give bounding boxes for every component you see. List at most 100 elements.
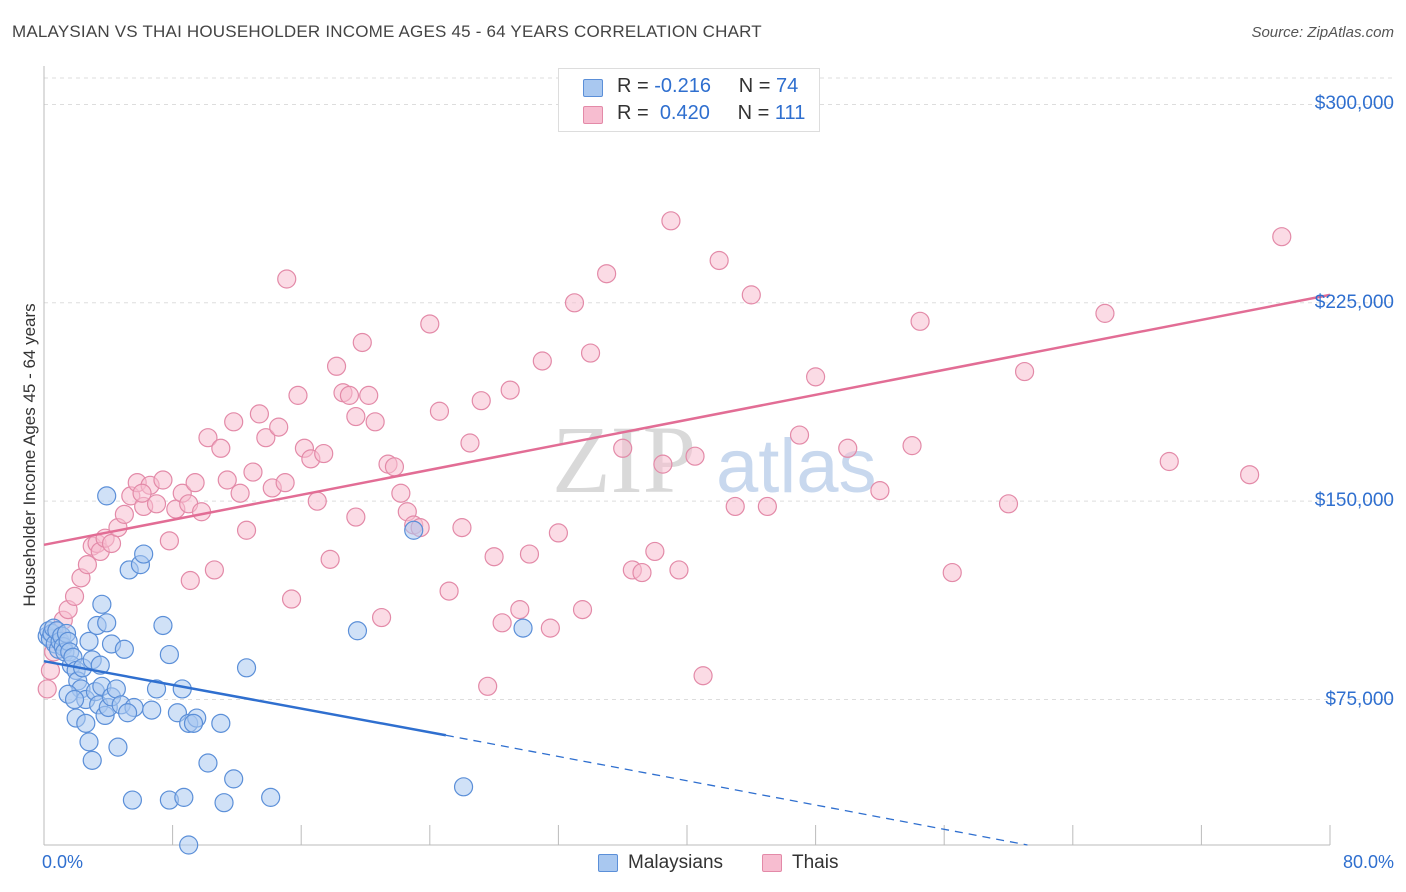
thais-point bbox=[1159, 451, 1179, 472]
thais-point bbox=[902, 436, 922, 456]
thais-point bbox=[645, 541, 665, 562]
malaysians-point bbox=[174, 787, 194, 807]
thais-point bbox=[693, 666, 713, 686]
thais-point bbox=[420, 314, 440, 334]
thais-point bbox=[185, 473, 205, 493]
y-axis-label: Householder Income Ages 45 - 64 years bbox=[20, 303, 39, 607]
thais-point bbox=[339, 385, 360, 405]
malaysians-point bbox=[153, 615, 173, 636]
malaysians-trend-line bbox=[43, 659, 447, 737]
malaysians-point bbox=[261, 787, 281, 807]
thais-point bbox=[371, 607, 392, 628]
malaysians-point bbox=[79, 732, 99, 752]
thais-point bbox=[281, 589, 302, 609]
thais-point bbox=[314, 443, 334, 464]
malaysians-point bbox=[142, 700, 162, 720]
malaysians-point bbox=[404, 520, 424, 540]
thais-point bbox=[77, 555, 98, 575]
thais-point bbox=[1014, 361, 1035, 382]
thais-point bbox=[326, 356, 347, 376]
malaysians-point bbox=[79, 631, 99, 651]
thais-point bbox=[709, 250, 729, 271]
thais-point bbox=[669, 560, 689, 580]
thais-point bbox=[1095, 303, 1115, 323]
thais-point bbox=[204, 560, 224, 580]
malaysians-point bbox=[114, 639, 134, 659]
thais-point bbox=[572, 600, 593, 620]
thais-point bbox=[1272, 227, 1292, 247]
thais-point bbox=[805, 367, 826, 387]
malaysians-points bbox=[37, 486, 533, 855]
thais-point bbox=[460, 433, 480, 453]
thais-point bbox=[211, 438, 231, 458]
y-tick-label: $75,000 bbox=[1325, 688, 1394, 710]
thais-point bbox=[180, 570, 200, 591]
thais-point bbox=[365, 412, 385, 432]
malaysians-point bbox=[214, 793, 234, 813]
thais-point bbox=[484, 547, 504, 567]
thais-point bbox=[870, 480, 890, 501]
thais-point bbox=[64, 586, 85, 606]
legend: R = -0.216 N = 74 R = 0.420 N = 111 bbox=[558, 68, 820, 132]
malaysians-point bbox=[159, 644, 179, 665]
thais-point bbox=[532, 351, 552, 371]
thais-point bbox=[146, 494, 167, 514]
watermark: ZIP atlas bbox=[552, 406, 877, 513]
malaysians-point bbox=[183, 713, 204, 733]
thais-point bbox=[492, 613, 512, 633]
thais-point bbox=[597, 264, 617, 284]
thais-point bbox=[439, 581, 459, 601]
legend-n-value: 74 bbox=[776, 75, 799, 97]
malaysians-point bbox=[211, 713, 231, 733]
malaysians-point bbox=[64, 689, 85, 710]
legend-r-label: R = bbox=[617, 75, 649, 97]
legend-r-label: R = bbox=[617, 102, 649, 124]
source-label: Source: ZipAtlas.com bbox=[1251, 24, 1394, 41]
x-tick-label-min: 0.0% bbox=[42, 852, 84, 872]
malaysians-point bbox=[76, 713, 96, 733]
thais-point bbox=[384, 457, 405, 477]
legend-stats-thais: R = 0.420 N = 111 bbox=[617, 102, 805, 125]
legend-r-value: -0.216 bbox=[654, 75, 711, 97]
malaysians-point bbox=[106, 679, 126, 699]
thais-point bbox=[275, 473, 295, 493]
malaysians-point bbox=[146, 679, 167, 699]
y-tick-label: $300,000 bbox=[1314, 93, 1394, 115]
malaysians-point bbox=[179, 835, 199, 855]
thais-point bbox=[153, 470, 173, 490]
thais-point bbox=[500, 380, 520, 400]
malaysians-point bbox=[453, 777, 474, 797]
thais-point bbox=[548, 523, 569, 543]
thais-point bbox=[391, 483, 411, 503]
thais-point bbox=[236, 520, 257, 540]
thais-point bbox=[37, 679, 57, 699]
thais-point bbox=[269, 417, 289, 437]
bottom-legend-label-thais: Thais bbox=[792, 852, 839, 873]
malaysians-point bbox=[513, 618, 533, 638]
thais-point bbox=[277, 269, 297, 289]
thais-point bbox=[757, 496, 777, 517]
thais-point bbox=[613, 438, 633, 458]
thais-point bbox=[1240, 465, 1260, 485]
grid bbox=[44, 77, 1392, 701]
malaysians-point bbox=[236, 658, 257, 678]
thais-point bbox=[114, 504, 134, 524]
thais-point bbox=[346, 406, 366, 427]
malaysians-point bbox=[134, 544, 154, 564]
thais-point bbox=[580, 343, 601, 363]
axes bbox=[43, 66, 1331, 846]
thais-point bbox=[346, 507, 366, 527]
y-tick-label: $225,000 bbox=[1314, 291, 1394, 313]
malaysians-point bbox=[122, 790, 143, 810]
malaysians-point bbox=[198, 753, 218, 773]
thais-point bbox=[256, 428, 276, 448]
malaysians-point bbox=[347, 621, 368, 641]
thais-point bbox=[249, 404, 270, 424]
thais-point bbox=[564, 293, 585, 313]
thais-point bbox=[243, 462, 263, 482]
malaysians-point bbox=[82, 750, 102, 770]
legend-swatch-thais bbox=[583, 106, 603, 124]
thais-trend-line bbox=[43, 293, 1331, 547]
thais-point bbox=[478, 676, 498, 696]
